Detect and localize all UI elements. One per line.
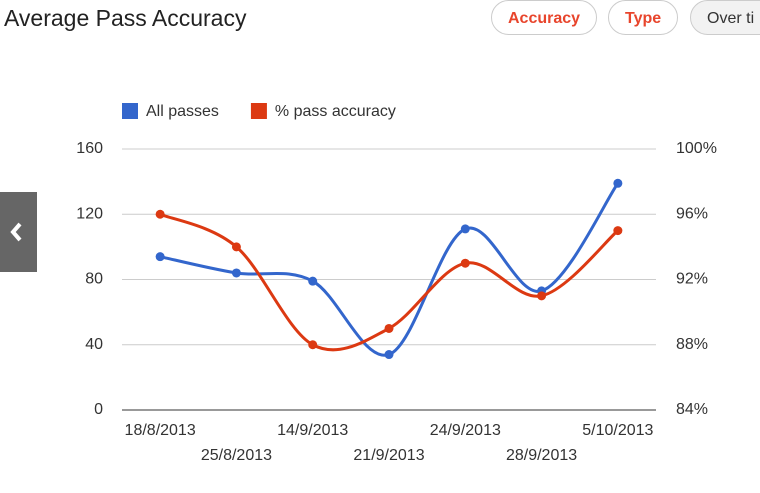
x-tick-label: 25/8/2013: [201, 447, 272, 464]
legend-swatch: [122, 103, 138, 119]
data-point: [460, 258, 470, 268]
data-point: [231, 268, 241, 278]
y-tick-label: 0: [94, 401, 103, 418]
over-time-button[interactable]: Over ti: [690, 0, 760, 35]
legend-swatch: [250, 103, 267, 119]
series-line: [159, 212, 619, 352]
x-tick-label: 21/9/2013: [353, 447, 424, 464]
legend-label: % pass accuracy: [275, 103, 396, 120]
y2-tick-label: 100%: [676, 140, 717, 157]
y-tick-label: 80: [85, 271, 103, 288]
x-tick-label: 18/8/2013: [125, 422, 196, 439]
data-point: [155, 209, 165, 219]
y-tick-label: 120: [76, 205, 103, 222]
page-title: Average Pass Accuracy: [4, 5, 247, 31]
data-point: [308, 276, 318, 286]
data-point: [155, 252, 165, 262]
data-point: [384, 323, 394, 333]
back-icon: [10, 222, 22, 242]
type-button[interactable]: Type: [608, 0, 679, 35]
data-point: [613, 178, 623, 188]
y2-tick-label: 84%: [676, 401, 708, 418]
data-point: [613, 226, 623, 236]
chevron: [10, 222, 22, 242]
y2-tick-label: 96%: [676, 205, 708, 222]
data-point: [460, 224, 470, 234]
x-tick-label: 28/9/2013: [506, 447, 577, 464]
data-point: [537, 286, 547, 296]
accuracy-button[interactable]: Accuracy: [491, 0, 598, 35]
y2-tick-label: 88%: [676, 336, 708, 353]
y-tick-label: 40: [85, 336, 103, 353]
x-tick-label: 14/9/2013: [277, 422, 348, 439]
legend-label: All passes: [146, 103, 219, 120]
y-tick-label: 160: [76, 140, 103, 157]
data-point: [308, 340, 318, 350]
series-line: [159, 182, 620, 357]
x-tick-label: 24/9/2013: [430, 422, 501, 439]
data-point: [537, 291, 547, 301]
data-point: [231, 242, 241, 252]
back-button[interactable]: [0, 192, 37, 272]
data-point: [384, 350, 394, 360]
x-tick-label: 5/10/2013: [582, 422, 653, 439]
y2-tick-label: 92%: [676, 271, 708, 288]
